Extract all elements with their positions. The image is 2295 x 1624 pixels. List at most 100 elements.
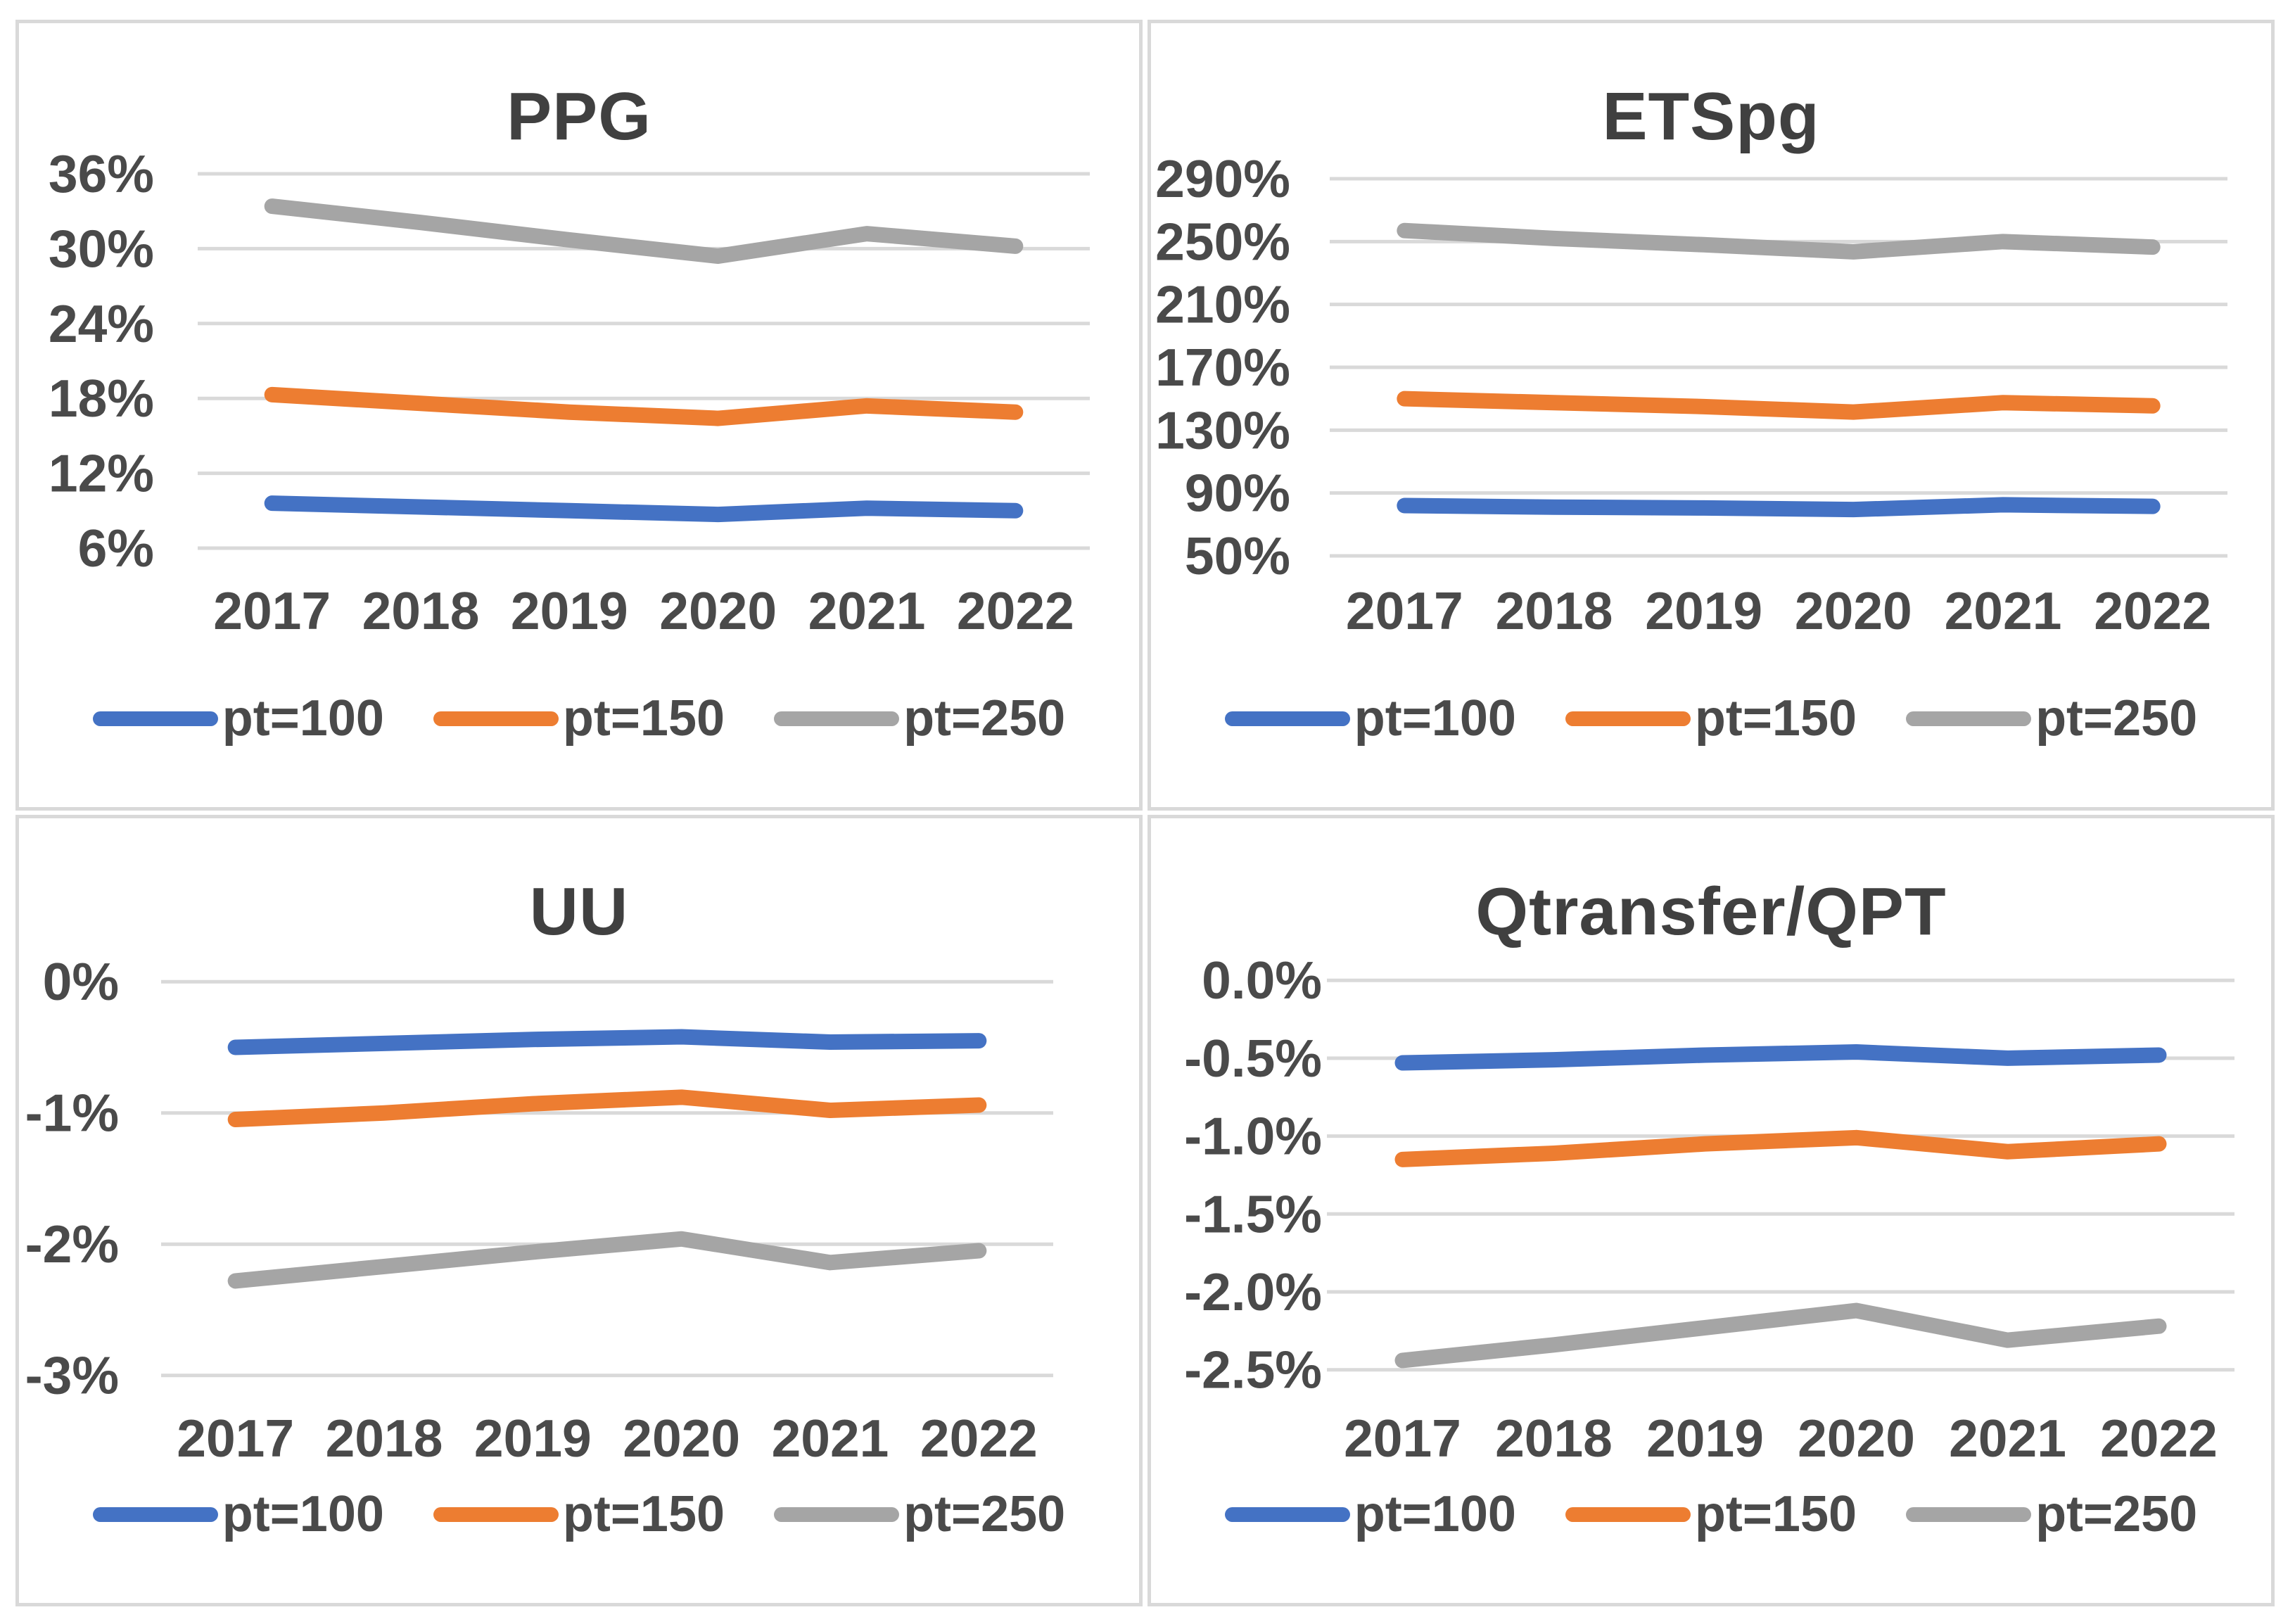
legend-item-pt100: pt=100 xyxy=(92,1485,384,1543)
series-line-pt150 xyxy=(1397,391,2161,420)
chart-title-etspg: ETSpg xyxy=(1602,79,1820,154)
chart-legend-ppg: pt=100 pt=150 pt=250 xyxy=(19,690,1139,747)
legend-swatch-pt250 xyxy=(1906,1506,2032,1522)
legend-swatch-pt150 xyxy=(1565,711,1691,726)
x-tick-label: 2018 xyxy=(1496,581,1613,640)
x-tick-label: 2019 xyxy=(1645,581,1762,640)
series-line-pt100 xyxy=(1394,1044,2167,1071)
legend-label-pt250: pt=250 xyxy=(903,690,1066,747)
legend-item-pt250: pt=250 xyxy=(1906,690,2197,747)
x-tick-label: 2017 xyxy=(1344,1409,1461,1468)
x-tick-label: 2022 xyxy=(2100,1409,2218,1468)
x-tick-label: 2021 xyxy=(772,1409,889,1468)
x-tick-label: 2018 xyxy=(362,581,480,640)
x-tick-label: 2019 xyxy=(511,581,628,640)
legend-item-pt100: pt=100 xyxy=(1224,1485,1516,1543)
y-tick-label: 90% xyxy=(1185,464,1290,523)
legend-label-pt250: pt=250 xyxy=(2035,690,2198,747)
series-line-pt150 xyxy=(1394,1129,2167,1167)
series-line-pt150 xyxy=(264,386,1024,426)
y-tick-label: -1.5% xyxy=(1184,1184,1322,1243)
series-line-pt100 xyxy=(227,1029,987,1055)
series-line-pt100 xyxy=(1397,497,2161,518)
legend-item-pt150: pt=150 xyxy=(433,1485,725,1543)
legend-swatch-pt150 xyxy=(433,1506,559,1522)
legend-item-pt150: pt=150 xyxy=(433,690,725,747)
legend-swatch-pt100 xyxy=(1224,1506,1350,1522)
y-tick-label: 0.0% xyxy=(1202,951,1322,1010)
y-tick-label: 12% xyxy=(49,444,154,503)
chart-panel-ppg: PPG 36% 30% 24% 18% 12% 6% 2017 2018 2019 2020 202… xyxy=(15,20,1143,811)
y-tick-label: 210% xyxy=(1155,275,1290,334)
chart-plot-etspg: 290%250%210%170%130%90%50% 2017 2018 2019 20… xyxy=(1155,149,2227,640)
legend-swatch-pt250 xyxy=(1906,711,2032,726)
legend-label-pt100: pt=100 xyxy=(222,1486,384,1542)
y-tick-label: 290% xyxy=(1155,149,1290,208)
chart-title-qtransfer-qpt: Qtransfer/QPT xyxy=(1475,874,1947,949)
x-tick-label: 2021 xyxy=(1949,1409,2066,1468)
y-tick-label: 6% xyxy=(78,519,154,578)
x-tick-label: 2019 xyxy=(1646,1409,1764,1468)
legend-label-pt250: pt=250 xyxy=(903,1486,1066,1542)
chart-plot-ppg: 36% 30% 24% 18% 12% 6% 2017 2018 2019 2020 2021 202… xyxy=(49,144,1090,640)
legend-item-pt100: pt=100 xyxy=(1224,690,1516,747)
chart-title-ppg: PPG xyxy=(507,79,651,154)
y-tick-label: -1.0% xyxy=(1184,1107,1322,1166)
legend-swatch-pt250 xyxy=(774,711,900,726)
chart-plot-qtransfer-qpt: 0.0% -0.5% -1.0% -1.5% -2.0% -2.5% 2017 2018 201… xyxy=(1184,951,2234,1468)
y-tick-label: -2.0% xyxy=(1184,1262,1322,1321)
y-tick-label: -0.5% xyxy=(1184,1029,1322,1088)
series-line-pt250 xyxy=(1394,1302,2167,1369)
x-tick-label: 2021 xyxy=(808,581,926,640)
legend-item-pt250: pt=250 xyxy=(774,1485,1065,1543)
series-line-pt250 xyxy=(264,198,1024,265)
legend-label-pt100: pt=100 xyxy=(222,690,384,747)
x-tick-label: 2017 xyxy=(1346,581,1463,640)
legend-label-pt150: pt=150 xyxy=(562,690,725,747)
x-tick-label: 2018 xyxy=(1495,1409,1613,1468)
series-line-pt100 xyxy=(264,495,1024,523)
y-tick-label: 0% xyxy=(43,952,119,1011)
legend-label-pt250: pt=250 xyxy=(2035,1486,2198,1542)
x-tick-label: 2022 xyxy=(920,1409,1038,1468)
y-tick-label: 30% xyxy=(49,219,154,278)
legend-label-pt150: pt=150 xyxy=(562,1486,725,1542)
y-tick-label: 170% xyxy=(1155,338,1290,397)
y-tick-label: 250% xyxy=(1155,212,1290,271)
legend-swatch-pt100 xyxy=(92,1506,218,1522)
legend-swatch-pt150 xyxy=(1565,1506,1691,1522)
legend-label-pt100: pt=100 xyxy=(1354,1486,1516,1542)
chart-legend-etspg: pt=100 pt=150 pt=250 xyxy=(1151,690,2271,747)
chart-panel-etspg: ETSpg 290% 250% 210% 170% 130% 90% 50% 2017 2018… xyxy=(1148,20,2275,811)
y-tick-label: 50% xyxy=(1185,526,1290,585)
chart-legend-uu: pt=100 pt=150 pt=250 xyxy=(19,1485,1139,1543)
legend-item-pt250: pt=250 xyxy=(1906,1485,2197,1543)
legend-swatch-pt250 xyxy=(774,1506,900,1522)
x-tick-label: 2020 xyxy=(623,1409,740,1468)
y-tick-label: -1% xyxy=(25,1084,119,1143)
chart-title-uu: UU xyxy=(529,874,629,949)
chart-legend-qtransfer-qpt: pt=100 pt=150 pt=250 xyxy=(1151,1485,2271,1543)
x-tick-label: 2019 xyxy=(474,1409,592,1468)
chart-plot-uu: 0% -1% -2% -3% 2017 2018 2019 2020 2021 2022 xyxy=(25,952,1053,1468)
chart-panel-qtransfer-qpt: Qtransfer/QPT 0.0% -0.5% -1.0% -1.5% -2.0% -2… xyxy=(1148,815,2275,1606)
legend-swatch-pt150 xyxy=(433,711,559,726)
legend-swatch-pt100 xyxy=(1224,711,1350,726)
legend-label-pt150: pt=150 xyxy=(1694,1486,1857,1542)
y-tick-label: -2.5% xyxy=(1184,1340,1322,1400)
y-tick-label: 130% xyxy=(1155,400,1290,459)
legend-label-pt100: pt=100 xyxy=(1354,690,1516,747)
legend-item-pt150: pt=150 xyxy=(1565,690,1857,747)
legend-swatch-pt100 xyxy=(92,711,218,726)
x-tick-label: 2020 xyxy=(1798,1409,1915,1468)
x-tick-label: 2022 xyxy=(957,581,1074,640)
x-tick-label: 2018 xyxy=(326,1409,443,1468)
y-tick-label: 18% xyxy=(49,369,154,428)
y-tick-label: -3% xyxy=(25,1346,119,1405)
series-line-pt150 xyxy=(227,1089,987,1128)
series-line-pt250 xyxy=(227,1231,987,1289)
y-tick-label: -2% xyxy=(25,1214,119,1274)
legend-item-pt250: pt=250 xyxy=(774,690,1065,747)
x-tick-label: 2020 xyxy=(659,581,777,640)
